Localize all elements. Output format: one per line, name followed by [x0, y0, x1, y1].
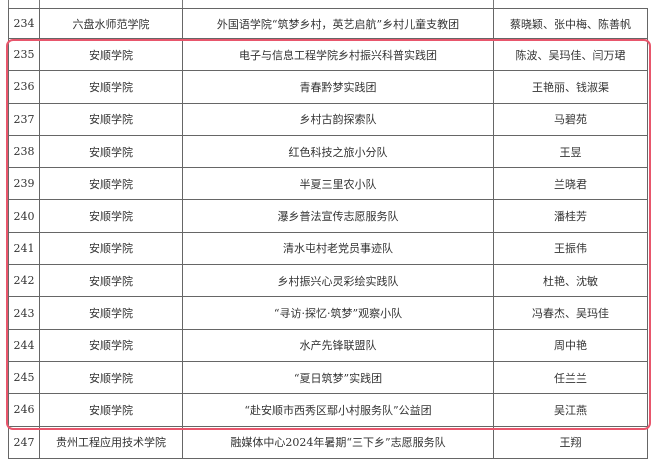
leader-cell: 王昱	[493, 134, 648, 169]
leader-cell: 陈波、吴玛佳、闫万珺	[493, 37, 648, 72]
team-name-cell: 乡村古韵探索队	[182, 102, 494, 136]
row-number: 239	[8, 167, 40, 201]
leader-cell: 周中艳	[493, 328, 648, 362]
school-cell: 安顺学院	[39, 37, 183, 72]
school-cell: 贵州工程应用技术学院	[39, 425, 183, 459]
school-cell: 安顺学院	[39, 199, 183, 233]
school-cell: 安顺学院	[39, 264, 183, 298]
team-name-cell: 青春黔梦实践团	[182, 70, 494, 104]
row-number: 244	[8, 328, 40, 362]
team-name-cell: “寻访·探忆·筑梦”观察小队	[182, 296, 494, 330]
table-row: 237 安顺学院 乡村古韵探索队 马碧苑	[8, 102, 648, 136]
school-cell: 安顺学院	[39, 134, 183, 169]
table-row: 247 贵州工程应用技术学院 融媒体中心2024年暑期“三下乡”志愿服务队 王翔	[8, 425, 648, 459]
column-line	[39, 0, 40, 8]
table-row: 246 安顺学院 “赴安顺市西秀区鄢小村服务队”公益团 吴江燕	[8, 393, 648, 427]
column-line	[8, 0, 9, 8]
school-cell: 安顺学院	[39, 102, 183, 136]
column-line	[493, 0, 494, 8]
team-name-cell: 外国语学院“筑梦乡村，英艺启航”乡村儿童支教团	[182, 8, 494, 39]
school-cell: 安顺学院	[39, 296, 183, 330]
team-name-cell: 乡村振兴心灵彩绘实践队	[182, 264, 494, 298]
row-number: 237	[8, 102, 40, 136]
table-row: 245 安顺学院 “夏日筑梦”实践团 任兰兰	[8, 360, 648, 395]
team-list-table: 234 六盘水师范学院 外国语学院“筑梦乡村，英艺启航”乡村儿童支教团 蔡晓颖、张中梅…	[8, 8, 648, 459]
leader-cell: 马碧苑	[493, 102, 648, 136]
table-row: 243 安顺学院 “寻访·探忆·筑梦”观察小队 冯春杰、吴玛佳	[8, 296, 648, 330]
row-number: 240	[8, 199, 40, 233]
leader-cell: 吴江燕	[493, 393, 648, 427]
row-number: 235	[8, 37, 40, 72]
row-number: 247	[8, 425, 40, 459]
team-name-cell: 电子与信息工程学院乡村振兴科普实践团	[182, 37, 494, 72]
table-row: 238 安顺学院 红色科技之旅小分队 王昱	[8, 134, 648, 169]
leader-cell: 王艳丽、钱淑渠	[493, 70, 648, 104]
team-name-cell: “夏日筑梦”实践团	[182, 360, 494, 395]
row-number: 241	[8, 231, 40, 266]
school-cell: 六盘水师范学院	[39, 8, 183, 39]
leader-cell: 兰晓君	[493, 167, 648, 201]
leader-cell: 王翔	[493, 425, 648, 459]
row-number: 234	[8, 8, 40, 39]
leader-cell: 冯春杰、吴玛佳	[493, 296, 648, 330]
school-cell: 安顺学院	[39, 70, 183, 104]
leader-cell: 潘桂芳	[493, 199, 648, 233]
leader-cell: 任兰兰	[493, 360, 648, 395]
table-row: 242 安顺学院 乡村振兴心灵彩绘实践队 杜艳、沈敏	[8, 264, 648, 298]
table-row: 239 安顺学院 半夏三里农小队 兰晓君	[8, 167, 648, 201]
row-number: 242	[8, 264, 40, 298]
school-cell: 安顺学院	[39, 231, 183, 266]
team-name-cell: 红色科技之旅小分队	[182, 134, 494, 169]
column-line	[182, 0, 183, 8]
school-cell: 安顺学院	[39, 360, 183, 395]
team-name-cell: 清水屯村老党员事迹队	[182, 231, 494, 266]
leader-cell: 蔡晓颖、张中梅、陈善帆	[493, 8, 648, 39]
school-cell: 安顺学院	[39, 167, 183, 201]
row-number: 243	[8, 296, 40, 330]
team-name-cell: 融媒体中心2024年暑期“三下乡”志愿服务队	[182, 425, 494, 459]
leader-cell: 王振伟	[493, 231, 648, 266]
school-cell: 安顺学院	[39, 393, 183, 427]
row-number: 236	[8, 70, 40, 104]
table-row: 240 安顺学院 瀑乡普法宣传志愿服务队 潘桂芳	[8, 199, 648, 233]
team-name-cell: 水产先锋联盟队	[182, 328, 494, 362]
team-name-cell: 瀑乡普法宣传志愿服务队	[182, 199, 494, 233]
table-row: 244 安顺学院 水产先锋联盟队 周中艳	[8, 328, 648, 362]
leader-cell: 杜艳、沈敏	[493, 264, 648, 298]
school-cell: 安顺学院	[39, 328, 183, 362]
row-number: 245	[8, 360, 40, 395]
table-row: 236 安顺学院 青春黔梦实践团 王艳丽、钱淑渠	[8, 70, 648, 104]
team-name-cell: “赴安顺市西秀区鄢小村服务队”公益团	[182, 393, 494, 427]
row-number: 238	[8, 134, 40, 169]
table-row: 234 六盘水师范学院 外国语学院“筑梦乡村，英艺启航”乡村儿童支教团 蔡晓颖、张中梅…	[8, 8, 648, 39]
team-name-cell: 半夏三里农小队	[182, 167, 494, 201]
table-row: 235 安顺学院 电子与信息工程学院乡村振兴科普实践团 陈波、吴玛佳、闫万珺	[8, 37, 648, 72]
table-row: 241 安顺学院 清水屯村老党员事迹队 王振伟	[8, 231, 648, 266]
row-number: 246	[8, 393, 40, 427]
